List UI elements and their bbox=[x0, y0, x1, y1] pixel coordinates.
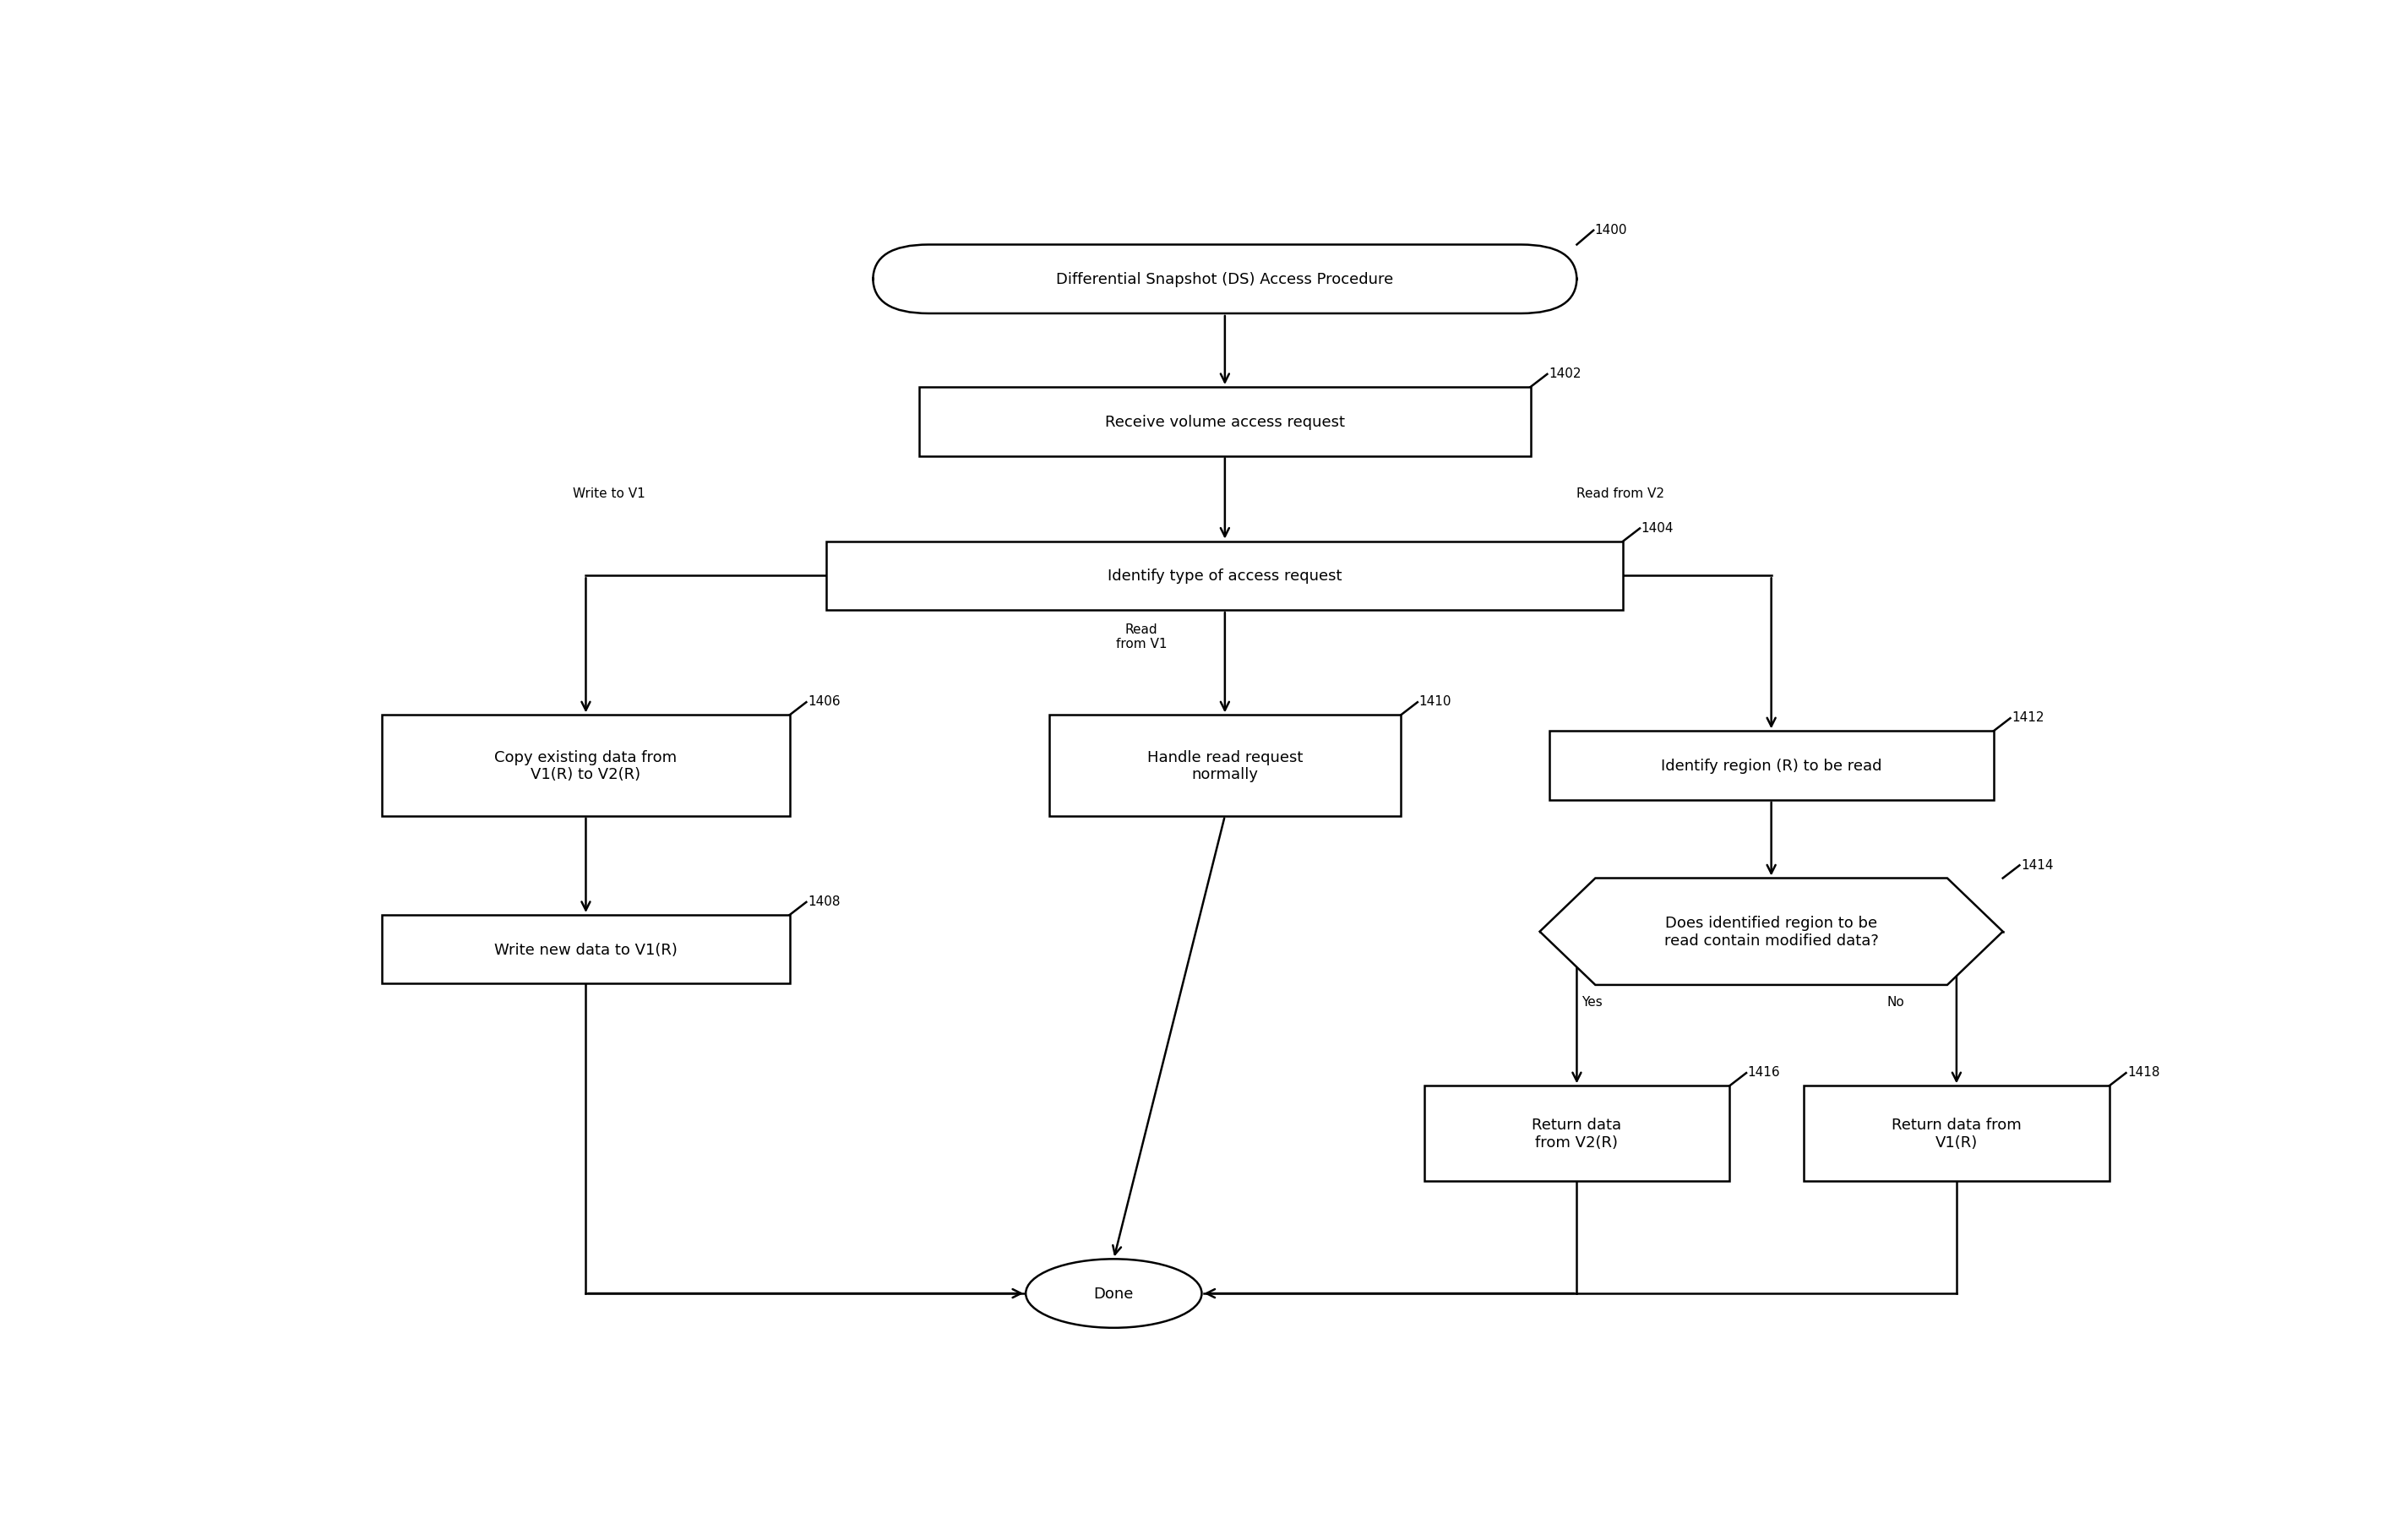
Text: 1412: 1412 bbox=[2012, 711, 2043, 724]
Bar bbox=[1804, 1086, 2110, 1181]
Ellipse shape bbox=[1025, 1260, 1202, 1327]
Text: Differential Snapshot (DS) Access Procedure: Differential Snapshot (DS) Access Proced… bbox=[1056, 273, 1393, 288]
FancyBboxPatch shape bbox=[872, 245, 1577, 314]
Text: Write to V1: Write to V1 bbox=[574, 487, 645, 499]
Bar bbox=[827, 542, 1623, 610]
Text: 1400: 1400 bbox=[1594, 223, 1628, 236]
Text: Handle read request
normally: Handle read request normally bbox=[1147, 750, 1303, 782]
Text: 1418: 1418 bbox=[2127, 1066, 2161, 1078]
Text: Read from V2: Read from V2 bbox=[1577, 487, 1666, 499]
Text: No: No bbox=[1886, 995, 1905, 1009]
Polygon shape bbox=[1539, 878, 2003, 986]
Text: 1414: 1414 bbox=[2022, 858, 2053, 872]
Text: 1408: 1408 bbox=[808, 895, 841, 907]
Bar bbox=[1549, 731, 1993, 801]
Text: Return data from
V1(R): Return data from V1(R) bbox=[1890, 1116, 2022, 1150]
Bar bbox=[382, 915, 789, 984]
Text: 1404: 1404 bbox=[1642, 522, 1673, 534]
Bar bbox=[920, 388, 1530, 456]
Text: Read
from V1: Read from V1 bbox=[1116, 622, 1166, 650]
Bar bbox=[1049, 716, 1401, 816]
Bar bbox=[382, 716, 789, 816]
Text: Identify type of access request: Identify type of access request bbox=[1107, 568, 1343, 584]
Text: Done: Done bbox=[1095, 1286, 1133, 1301]
Text: Copy existing data from
V1(R) to V2(R): Copy existing data from V1(R) to V2(R) bbox=[495, 750, 676, 782]
Text: Receive volume access request: Receive volume access request bbox=[1104, 414, 1346, 430]
Text: 1410: 1410 bbox=[1420, 695, 1451, 708]
Text: 1406: 1406 bbox=[808, 695, 841, 708]
Text: Does identified region to be
read contain modified data?: Does identified region to be read contai… bbox=[1663, 915, 1879, 949]
Text: Identify region (R) to be read: Identify region (R) to be read bbox=[1661, 758, 1881, 773]
Text: Return data
from V2(R): Return data from V2(R) bbox=[1532, 1116, 1623, 1150]
Text: 1402: 1402 bbox=[1549, 368, 1582, 380]
Text: 1416: 1416 bbox=[1747, 1066, 1781, 1078]
Text: Write new data to V1(R): Write new data to V1(R) bbox=[495, 942, 676, 958]
Bar bbox=[1424, 1086, 1730, 1181]
Text: Yes: Yes bbox=[1582, 995, 1601, 1009]
